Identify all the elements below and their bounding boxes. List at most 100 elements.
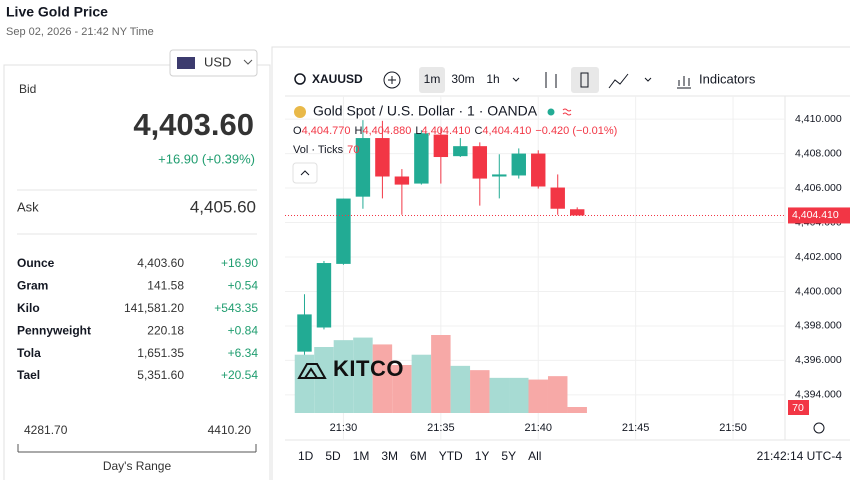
ohlc-value: 4,404.410	[422, 125, 471, 137]
ohlc-key: C	[474, 125, 482, 137]
range-label: Day's Range	[103, 459, 172, 473]
range-button[interactable]: 5D	[325, 449, 341, 463]
volume-bar	[392, 365, 412, 413]
collapse-button[interactable]	[292, 162, 318, 184]
candle-body	[316, 263, 332, 328]
y-tick-label: 4,408.000	[795, 147, 842, 159]
unit-price: 5,351.60	[137, 368, 184, 382]
unit-change: +0.84	[228, 323, 259, 337]
candle-body	[414, 133, 429, 184]
range-button[interactable]: YTD	[439, 449, 463, 463]
add-icon[interactable]	[383, 71, 401, 89]
status-dot	[547, 108, 555, 116]
volume-label: 70	[792, 402, 804, 414]
watermark-logo	[297, 363, 327, 379]
range-button[interactable]: 1M	[353, 449, 370, 463]
range-low: 4281.70	[24, 423, 68, 437]
unit-name: Ounce	[17, 256, 55, 270]
candle-body	[453, 146, 468, 157]
volume-bar	[547, 376, 568, 413]
unit-price: 4,403.60	[137, 256, 184, 270]
x-tick-label: 21:30	[330, 422, 358, 434]
chevron	[243, 59, 253, 65]
add-plus	[388, 76, 396, 84]
volume-bar	[294, 354, 315, 413]
candle-body	[472, 146, 488, 179]
y-tick-label: 4,406.000	[795, 182, 842, 194]
volume-bar	[411, 354, 432, 413]
settings-icon[interactable]	[813, 422, 825, 434]
y-tick-label: 4,398.000	[795, 320, 842, 332]
ohlc-key: L	[415, 125, 421, 137]
x-tick-label: 21:35	[427, 422, 455, 434]
volume-bar	[489, 377, 510, 413]
volume-bar	[528, 379, 548, 413]
y-tick-label: 4,402.000	[795, 251, 842, 263]
unit-price: 141.58	[147, 279, 184, 293]
interval[interactable]: 1h	[486, 72, 499, 86]
ohlc-key: O	[293, 125, 302, 137]
unit-change: +543.35	[214, 301, 258, 315]
active-interval	[419, 67, 445, 93]
bid-value: 4,403.60	[133, 107, 254, 142]
unit-price: 141,581.20	[124, 301, 184, 315]
x-tick-label: 21:45	[622, 422, 650, 434]
status-icon	[562, 108, 572, 116]
candle-body	[492, 174, 507, 177]
range-button[interactable]: 1Y	[475, 449, 490, 463]
candle-body	[570, 209, 585, 216]
range-button[interactable]: 5Y	[501, 449, 516, 463]
indicators[interactable]: Indicators	[699, 71, 756, 86]
range-button[interactable]: 6M	[410, 449, 427, 463]
ask-label: Ask	[17, 199, 39, 214]
indicators-icon[interactable]	[677, 76, 691, 89]
interval[interactable]: 1m	[424, 72, 441, 86]
unit-name: Gram	[17, 279, 48, 293]
range-button[interactable]: 1D	[298, 449, 314, 463]
flag	[177, 57, 195, 69]
volume-value: 70	[347, 144, 359, 156]
candles-glyph	[580, 72, 589, 88]
last-price-badge	[788, 207, 850, 224]
range-high: 4410.20	[208, 423, 252, 437]
watermark: KITCO	[333, 356, 404, 381]
page-title: Live Gold Price	[6, 4, 108, 20]
x-tick-label: 21:40	[524, 422, 552, 434]
volume-bar	[314, 347, 334, 413]
range-button[interactable]: 3M	[381, 449, 398, 463]
volume-bar	[431, 335, 451, 413]
currency[interactable]: USD	[204, 54, 231, 69]
ohlc-value: 4,404.410	[482, 125, 531, 137]
collapse-icon	[300, 170, 310, 176]
y-tick-label: 4,400.000	[795, 285, 842, 297]
unit-name: Tael	[17, 368, 40, 382]
candle-body	[336, 198, 351, 264]
volume-bar	[450, 365, 471, 413]
range-button[interactable]: All	[528, 449, 541, 463]
y-tick-label: 4,396.000	[795, 354, 842, 366]
candle-body	[433, 134, 449, 158]
area-icon[interactable]	[608, 73, 629, 89]
interval[interactable]: 30m	[451, 72, 474, 86]
ohlc-change: −0.420 (−0.01%)	[535, 125, 617, 137]
currency-select[interactable]	[169, 49, 258, 77]
volume-bar	[567, 407, 587, 413]
y-tick-label: 4,394.000	[795, 389, 842, 401]
unit-price: 1,651.35	[137, 346, 184, 360]
chevron[interactable]	[512, 77, 520, 82]
clock: 21:42:14 UTC-4	[757, 449, 843, 463]
unit-change: +16.90	[221, 256, 258, 270]
chevron[interactable]	[644, 77, 652, 82]
symbol[interactable]: XAUUSD	[312, 72, 363, 86]
volume-bar	[353, 337, 373, 413]
volume-bar	[333, 340, 354, 413]
candle-body	[550, 187, 565, 209]
candle-body	[531, 153, 546, 187]
search-icon[interactable]	[294, 73, 306, 85]
candles-icon[interactable]	[571, 67, 599, 93]
ask-value: 4,405.60	[190, 197, 256, 216]
bars-icon[interactable]	[545, 72, 557, 88]
timestamp: Sep 02, 2026 - 21:42 NY Time	[6, 26, 154, 38]
symbol-icon	[294, 106, 306, 118]
volume-bar	[372, 344, 393, 413]
